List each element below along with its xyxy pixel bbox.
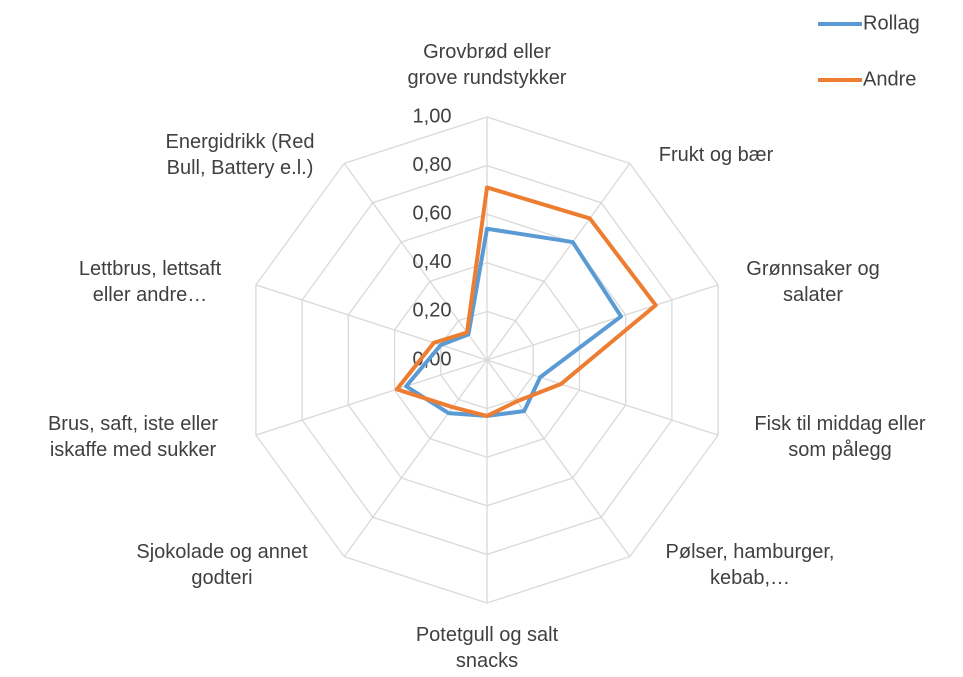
spoke bbox=[486, 359, 719, 436]
category-label: Brus, saft, iste eller iskaffe med sukke… bbox=[47, 413, 219, 461]
category-label: Frukt og bær bbox=[658, 144, 774, 166]
y-tick-label: 0,80 bbox=[413, 154, 452, 176]
legend-label: Rollag bbox=[863, 12, 920, 34]
series-line bbox=[394, 185, 658, 418]
category-label: Energidrikk (Red Bull, Battery e.l.) bbox=[165, 131, 315, 179]
spoke bbox=[343, 359, 488, 557]
y-tick-label: 1,00 bbox=[413, 105, 452, 127]
category-label: Sjokolade og annet godteri bbox=[136, 541, 308, 589]
category-label: Lettbrus, lettsaft eller andre… bbox=[78, 258, 222, 306]
y-tick-label: 0,60 bbox=[413, 202, 452, 224]
spoke bbox=[255, 359, 488, 436]
y-tick-label: 0,40 bbox=[413, 251, 452, 273]
y-tick-label: 0,20 bbox=[413, 300, 452, 322]
category-label: Potetgull og salt snacks bbox=[415, 624, 559, 672]
spoke bbox=[343, 163, 488, 361]
spoke bbox=[486, 284, 719, 361]
category-label: Pølser, hamburger, kebab,… bbox=[665, 541, 835, 589]
category-label: Grovbrød eller grove rundstykker bbox=[407, 41, 567, 89]
spoke bbox=[486, 359, 631, 557]
category-label: Fisk til middag eller som pålegg bbox=[754, 413, 926, 461]
spoke bbox=[255, 284, 488, 361]
legend-label: Andre bbox=[863, 68, 916, 90]
category-label: Grønnsaker og salater bbox=[746, 258, 880, 306]
spoke bbox=[486, 163, 631, 361]
